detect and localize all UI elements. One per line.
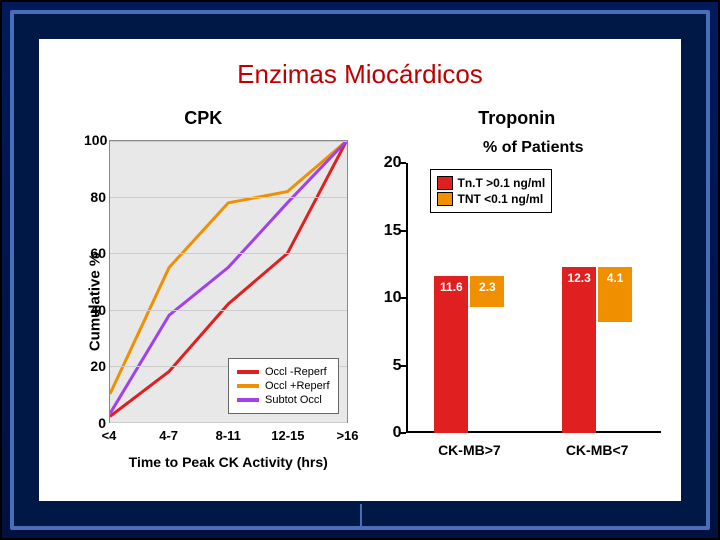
bottom-divider	[360, 504, 362, 528]
cpk-x-label: Time to Peak CK Activity (hrs)	[109, 454, 348, 470]
cpk-legend-row: Occl +Reperf	[237, 380, 330, 392]
cpk-subtitle: CPK	[54, 108, 353, 129]
troponin-y-tick: 15	[376, 222, 402, 240]
troponin-y-tick: 5	[376, 357, 402, 375]
legend-label: Occl +Reperf	[265, 380, 330, 392]
troponin-subtitle: Troponin	[368, 108, 667, 129]
slide: Enzimas Miocárdicos CPK Cumulative % Occ…	[0, 0, 720, 540]
bar-value-label: 11.6	[434, 280, 468, 294]
content-panel: Enzimas Miocárdicos CPK Cumulative % Occ…	[39, 39, 681, 501]
bar-y-axis	[406, 163, 408, 433]
bar: 4.1	[598, 267, 632, 322]
cpk-legend: Occl -Reperf Occl +Reperf Subtot Occl	[228, 358, 339, 414]
slide-frame: Enzimas Miocárdicos CPK Cumulative % Occ…	[10, 10, 710, 530]
cpk-legend-row: Occl -Reperf	[237, 366, 330, 378]
troponin-legend-row: TNT <0.1 ng/ml	[437, 192, 546, 206]
troponin-y-tick: 20	[376, 154, 402, 172]
cpk-y-tick: 100	[84, 132, 106, 148]
troponin-legend: Tn.T >0.1 ng/ml TNT <0.1 ng/ml	[430, 169, 553, 213]
cpk-chart-area: Cumulative % Occl -ReperfOccl +ReperfSub…	[54, 135, 353, 468]
cpk-x-tick: >16	[336, 428, 358, 443]
slide-title: Enzimas Miocárdicos	[54, 59, 666, 90]
legend-swatch	[237, 398, 259, 402]
cpk-x-tick: <4	[102, 428, 117, 443]
troponin-chart-column: Troponin % of Patients 11.62.3 12.34.1 0 5…	[368, 108, 667, 468]
cpk-legend-row: Subtot Occl	[237, 394, 330, 406]
bar-value-label: 4.1	[598, 271, 632, 285]
cpk-y-tick: 80	[84, 189, 106, 205]
charts-row: CPK Cumulative % Occl -ReperfOccl +Reper…	[54, 108, 666, 468]
legend-swatch	[437, 176, 453, 190]
bar-value-label: 12.3	[562, 271, 596, 285]
bar-group: 11.62.3	[434, 276, 504, 433]
troponin-y-tick: 10	[376, 289, 402, 307]
cpk-x-tick: 12-15	[271, 428, 304, 443]
legend-label: Occl -Reperf	[265, 366, 327, 378]
cpk-x-tick: 4-7	[159, 428, 178, 443]
legend-label: TNT <0.1 ng/ml	[458, 192, 544, 206]
cpk-y-tick: 20	[84, 358, 106, 374]
bar-value-label: 2.3	[470, 280, 504, 294]
cpk-chart-column: CPK Cumulative % Occl -ReperfOccl +Reper…	[54, 108, 353, 468]
troponin-y-title: % of Patients	[406, 139, 662, 157]
legend-label: Subtot Occl	[265, 394, 322, 406]
legend-swatch	[237, 384, 259, 388]
troponin-y-tick: 0	[376, 424, 402, 442]
troponin-x-tick: CK-MB>7	[438, 442, 501, 458]
bar: 12.3	[562, 267, 596, 433]
bar: 2.3	[470, 276, 504, 307]
cpk-plot: Occl -Reperf Occl +Reperf Subtot Occl	[109, 140, 348, 423]
cpk-y-tick: 40	[84, 302, 106, 318]
legend-swatch	[237, 370, 259, 374]
bar-group: 12.34.1	[562, 267, 632, 433]
legend-swatch	[437, 192, 453, 206]
legend-label: Tn.T >0.1 ng/ml	[458, 176, 546, 190]
troponin-chart-area: % of Patients 11.62.3 12.34.1 0 5 10 15 20 CK…	[368, 135, 667, 468]
cpk-y-tick: 60	[84, 245, 106, 261]
troponin-x-tick: CK-MB<7	[566, 442, 629, 458]
cpk-x-tick: 8-11	[216, 428, 241, 443]
bar: 11.6	[434, 276, 468, 433]
troponin-legend-row: Tn.T >0.1 ng/ml	[437, 176, 546, 190]
